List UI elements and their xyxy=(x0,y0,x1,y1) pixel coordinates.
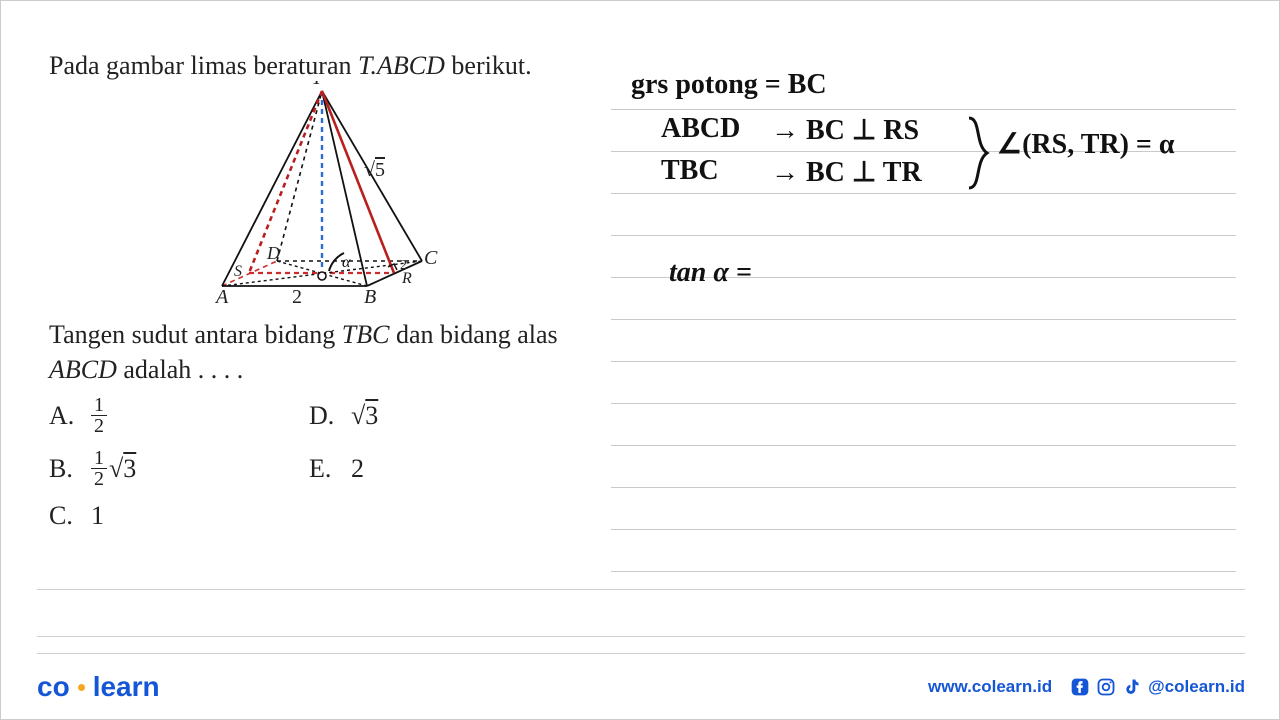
option-B-frac: 1 2 xyxy=(91,448,107,489)
option-B: B. 1 2 √3 xyxy=(49,448,309,489)
ruled-line xyxy=(611,445,1236,446)
hw-brace xyxy=(963,113,993,193)
option-D-label: D. xyxy=(309,401,337,431)
option-A: A. 1 2 xyxy=(49,395,309,436)
separator-1 xyxy=(37,589,1245,590)
option-E-label: E. xyxy=(309,454,337,484)
svg-text:√5: √5 xyxy=(364,159,385,181)
problem-title: Pada gambar limas beraturan T.ABCD berik… xyxy=(49,51,594,81)
q-var2: ABCD xyxy=(49,355,117,384)
label-S: S xyxy=(234,263,242,280)
diagram-wrap: α T A B C D S R √5 2 xyxy=(49,81,594,311)
q-var1: TBC xyxy=(342,320,390,349)
logo-dot-icon xyxy=(78,684,85,691)
hw-line2a: ABCD xyxy=(661,113,740,145)
footer-right: www.colearn.id @colearn.id xyxy=(928,677,1245,697)
tiktok-icon[interactable] xyxy=(1122,677,1142,697)
brand-logo: co learn xyxy=(37,671,160,703)
option-D: D. √3 xyxy=(309,395,569,436)
title-var: T.ABCD xyxy=(358,51,445,80)
option-C-value: 1 xyxy=(91,501,104,531)
hw-line5: tan α = xyxy=(669,257,752,289)
ruled-line xyxy=(611,193,1236,194)
svg-text:α: α xyxy=(342,254,351,271)
facebook-icon[interactable] xyxy=(1070,677,1090,697)
label-C: C xyxy=(424,247,438,269)
edge-sqrt5: 5 xyxy=(374,159,384,181)
option-C-label: C. xyxy=(49,501,77,531)
footer: co learn www.colearn.id @colearn.id xyxy=(1,653,1280,720)
hw-line3b: → BC ⊥ TR xyxy=(771,155,922,189)
label-A: A xyxy=(214,286,229,306)
title-post: berikut. xyxy=(445,51,532,80)
q-mid: dan bidang alas xyxy=(389,320,557,349)
base-length: 2 xyxy=(292,286,302,306)
footer-separator xyxy=(37,653,1245,654)
hw-line3a: TBC xyxy=(661,155,719,187)
problem-column: Pada gambar limas beraturan T.ABCD berik… xyxy=(49,51,594,543)
social-handle[interactable]: @colearn.id xyxy=(1148,677,1245,697)
ruled-line xyxy=(611,403,1236,404)
options: A. 1 2 D. √3 B. xyxy=(49,395,594,531)
option-C: C. 1 xyxy=(49,501,309,531)
q-post: adalah . . . . xyxy=(117,355,243,384)
option-D-value: √3 xyxy=(351,401,378,431)
title-pre: Pada gambar limas beraturan xyxy=(49,51,358,80)
ruled-line xyxy=(611,529,1236,530)
ruled-line xyxy=(611,361,1236,362)
cr-length: 2 xyxy=(400,258,407,273)
ruled-line xyxy=(611,571,1236,572)
option-E-value: 2 xyxy=(351,454,364,484)
page: Pada gambar limas beraturan T.ABCD berik… xyxy=(0,0,1280,720)
hw-brace-result: ∠(RS, TR) = α xyxy=(997,127,1175,161)
content: Pada gambar limas beraturan T.ABCD berik… xyxy=(1,1,1280,720)
option-B-label: B. xyxy=(49,454,77,484)
social-block: @colearn.id xyxy=(1070,677,1245,697)
separator-2 xyxy=(37,636,1245,637)
option-A-label: A. xyxy=(49,401,77,431)
label-B: B xyxy=(364,286,376,306)
option-E: E. 2 xyxy=(309,448,569,489)
q-pre: Tangen sudut antara bidang xyxy=(49,320,342,349)
pyramid-diagram: α T A B C D S R √5 2 xyxy=(192,81,452,306)
footer-url[interactable]: www.colearn.id xyxy=(928,677,1052,697)
ruled-line xyxy=(611,487,1236,488)
option-A-frac: 1 2 xyxy=(91,395,107,436)
label-D: D xyxy=(266,243,280,263)
ruled-line xyxy=(611,235,1236,236)
logo-co: co xyxy=(37,671,70,703)
ruled-line xyxy=(611,109,1236,110)
logo-learn: learn xyxy=(93,671,160,703)
hw-line1: grs potong = BC xyxy=(631,69,827,101)
label-T: T xyxy=(311,81,324,89)
option-B-sqrt: √3 xyxy=(109,454,136,484)
ruled-line xyxy=(611,319,1236,320)
instagram-icon[interactable] xyxy=(1096,677,1116,697)
question-text: Tangen sudut antara bidang TBC dan bidan… xyxy=(49,317,594,387)
hw-line2b: → BC ⊥ RS xyxy=(771,113,919,147)
